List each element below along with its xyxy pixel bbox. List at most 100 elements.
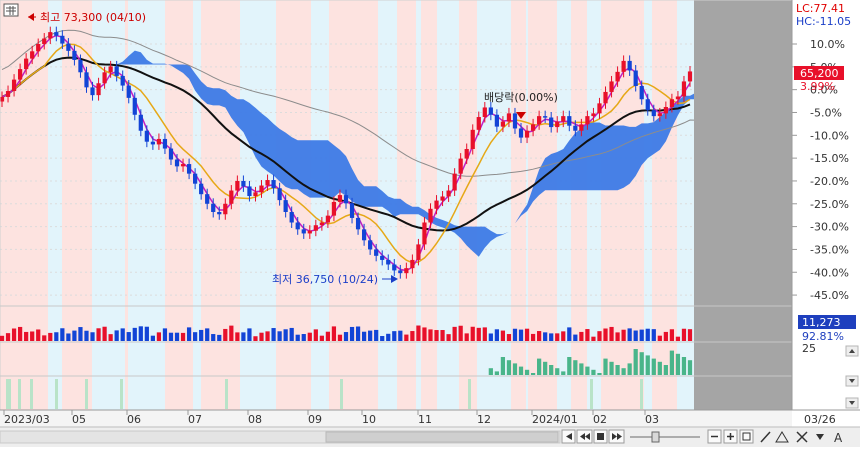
indicator-bar bbox=[663, 365, 668, 375]
candle-body bbox=[512, 113, 518, 129]
y-tick-label: -20.0% bbox=[810, 175, 849, 188]
volume-pct: 92.81% bbox=[802, 330, 844, 343]
background-band bbox=[528, 0, 557, 410]
right-scroll-arrows bbox=[845, 345, 859, 409]
candle-body bbox=[579, 124, 584, 131]
background-band bbox=[459, 0, 477, 410]
candle-body bbox=[114, 66, 119, 76]
zoom-slider[interactable] bbox=[630, 431, 700, 443]
candle-body bbox=[597, 103, 602, 114]
indicator-bar bbox=[645, 355, 650, 375]
candle-body bbox=[603, 91, 608, 104]
x-tick-label: 12 bbox=[477, 413, 491, 426]
zoom-in-icon[interactable] bbox=[723, 429, 738, 444]
candle-body bbox=[102, 72, 107, 84]
text-tool-icon[interactable]: A bbox=[834, 431, 843, 445]
ichimoku-cloud bbox=[62, 50, 751, 257]
volume-bar bbox=[669, 329, 675, 341]
signal-bar bbox=[468, 379, 471, 409]
signal-bar bbox=[18, 379, 21, 409]
y-tick-label: 10.0% bbox=[810, 38, 845, 51]
candle-body bbox=[627, 60, 632, 71]
y-axis: 10.0%5.0%0.0%-5.0%-10.0%-15.0%-20.0%-25.… bbox=[791, 0, 849, 410]
indicator-bar bbox=[669, 350, 675, 375]
fast-forward-icon[interactable] bbox=[608, 429, 625, 444]
volume-bar bbox=[470, 326, 475, 341]
candle-body bbox=[5, 91, 11, 97]
volume-bar bbox=[132, 327, 137, 341]
indicator-bar bbox=[627, 363, 632, 375]
volume-bar bbox=[289, 327, 294, 341]
volume-bar bbox=[247, 328, 252, 341]
candle-body bbox=[609, 81, 614, 92]
volume-bar bbox=[319, 335, 324, 341]
cross-tool-icon[interactable] bbox=[796, 431, 808, 443]
volume-bar bbox=[144, 326, 149, 341]
volume-bar bbox=[72, 330, 77, 341]
candle-body bbox=[591, 113, 596, 117]
chevron-down-icon[interactable] bbox=[816, 434, 824, 440]
indicator-bar bbox=[512, 363, 518, 375]
volume-bar bbox=[386, 333, 391, 341]
candle-body bbox=[410, 259, 415, 269]
zoom-out-icon[interactable] bbox=[707, 429, 722, 444]
volume-value: 11,273 bbox=[802, 316, 841, 329]
volume-bar bbox=[162, 328, 168, 341]
candle-body bbox=[657, 113, 662, 117]
candle-body bbox=[392, 264, 397, 271]
indicator-bar bbox=[687, 360, 693, 375]
indicator-bar bbox=[518, 366, 524, 375]
candle-body bbox=[253, 192, 258, 197]
candle-body bbox=[615, 71, 620, 82]
x-tick-label: 09 bbox=[308, 413, 322, 426]
dividend-annotation: 배당락(0.00%) bbox=[484, 91, 558, 119]
marker-tool-icon[interactable] bbox=[775, 431, 789, 443]
candle-body bbox=[186, 164, 192, 174]
candle-body bbox=[241, 180, 246, 187]
rewind-icon[interactable] bbox=[576, 429, 593, 444]
candle-body bbox=[530, 124, 536, 131]
candle-body bbox=[633, 70, 638, 86]
volume-bar bbox=[452, 326, 457, 341]
candle-body bbox=[223, 203, 228, 215]
volume-bar bbox=[506, 334, 512, 341]
fit-icon[interactable] bbox=[739, 429, 754, 444]
volume-bar bbox=[36, 329, 41, 341]
current-price-label: 65,200 bbox=[800, 67, 839, 80]
candle-body bbox=[66, 43, 71, 51]
background-band bbox=[571, 0, 587, 410]
background-band bbox=[644, 0, 652, 410]
stop-icon[interactable] bbox=[593, 429, 608, 444]
volume-bar bbox=[482, 327, 487, 341]
volume-bar bbox=[500, 330, 506, 341]
scroll-thumb[interactable] bbox=[325, 431, 559, 443]
candle-body bbox=[174, 159, 180, 167]
scroll-left-icon[interactable] bbox=[561, 429, 576, 444]
candle-body bbox=[428, 208, 433, 223]
volume-bar bbox=[42, 335, 47, 341]
candle-body bbox=[452, 173, 457, 191]
candle-body bbox=[585, 116, 590, 125]
indicator-bar bbox=[657, 361, 662, 375]
volume-bar bbox=[543, 332, 548, 341]
volume-bar bbox=[615, 332, 620, 341]
indicator-level: 25 bbox=[802, 342, 816, 355]
volume-bar bbox=[66, 333, 71, 341]
y-tick-label: -45.0% bbox=[810, 289, 849, 302]
line-tool-icon[interactable] bbox=[760, 431, 771, 443]
volume-bar bbox=[295, 334, 300, 341]
candle-body bbox=[675, 96, 681, 100]
volume-bar bbox=[325, 331, 331, 341]
volume-bar bbox=[627, 328, 632, 341]
volume-bar bbox=[301, 334, 306, 341]
corner-icon[interactable] bbox=[3, 3, 19, 17]
volume-bar bbox=[428, 329, 433, 341]
x-tick-label: 2024/01 bbox=[532, 413, 578, 426]
candle-body bbox=[380, 255, 385, 260]
candle-body bbox=[301, 229, 306, 234]
volume-bar bbox=[150, 335, 155, 341]
candle-body bbox=[488, 107, 493, 115]
candle-body bbox=[368, 240, 373, 250]
candle-body bbox=[90, 87, 95, 96]
volume-bar bbox=[488, 333, 493, 341]
